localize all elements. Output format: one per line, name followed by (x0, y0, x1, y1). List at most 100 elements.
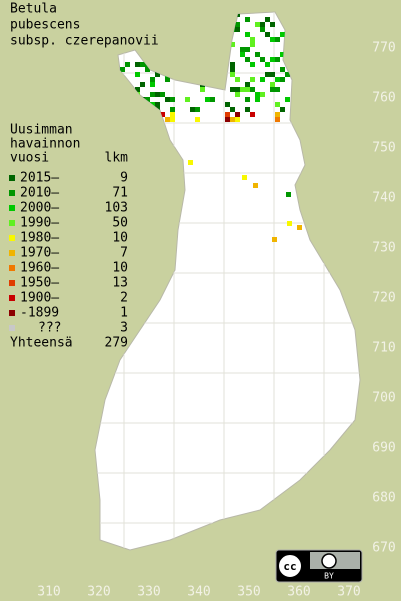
legend-label: ??? (38, 321, 61, 336)
observation (280, 67, 285, 72)
observation (250, 77, 255, 82)
observation (155, 72, 160, 77)
observation (190, 107, 195, 112)
legend-count: 50 (112, 216, 128, 231)
x-axis-label: 360 (287, 585, 310, 600)
x-axis-label: 310 (37, 585, 60, 600)
observation (195, 117, 200, 122)
observation (270, 72, 275, 77)
legend-count: 13 (112, 276, 128, 291)
observation (260, 27, 265, 32)
observation (225, 112, 230, 117)
legend-count: 3 (120, 321, 128, 336)
observation (280, 107, 285, 112)
observation (260, 92, 265, 97)
legend-count: 1 (120, 306, 128, 321)
observation (240, 87, 245, 92)
observation (160, 112, 165, 117)
legend-label: -1899 (20, 306, 59, 321)
legend-count: 2 (120, 291, 128, 306)
observation (280, 77, 285, 82)
observation (145, 97, 150, 102)
observation (270, 22, 275, 27)
observation (145, 67, 150, 72)
country-outline (94, 11, 361, 551)
observation (270, 82, 275, 87)
observation (155, 102, 160, 107)
observation (245, 97, 250, 102)
legend-count-header: lkm (105, 151, 129, 166)
observation (230, 62, 235, 67)
observation (235, 22, 240, 27)
legend-count: 9 (120, 171, 128, 186)
legend-header: vuosi (10, 151, 49, 166)
observation (205, 97, 210, 102)
x-axis-label: 320 (87, 585, 110, 600)
observation (135, 62, 140, 67)
observation (255, 97, 260, 102)
observation (275, 57, 280, 62)
legend-label: 2015– (20, 171, 59, 186)
observation (200, 87, 205, 92)
y-axis-label: 710 (372, 341, 395, 356)
observation (150, 92, 155, 97)
observation (255, 92, 260, 97)
observation (135, 87, 140, 92)
observation (280, 32, 285, 37)
observation (135, 72, 140, 77)
observation (235, 92, 240, 97)
observation (275, 37, 280, 42)
observation (170, 97, 175, 102)
observation (297, 225, 302, 230)
title-line: subsp. czerepanovii (10, 34, 159, 49)
observation (287, 221, 292, 226)
observation (255, 22, 260, 27)
x-axis-label: 370 (337, 585, 360, 600)
observation (275, 112, 280, 117)
observation (210, 97, 215, 102)
x-axis-label: 340 (187, 585, 210, 600)
observation (165, 77, 170, 82)
observation (150, 77, 155, 82)
observation (265, 62, 270, 67)
observation (140, 62, 145, 67)
observation (225, 102, 230, 107)
legend-swatch (9, 265, 15, 271)
observation (170, 117, 175, 122)
observation (188, 160, 193, 165)
observation (230, 67, 235, 72)
observation (235, 77, 240, 82)
legend-header: Uusimman (10, 123, 73, 138)
title-line: Betula (10, 2, 57, 17)
observation (260, 77, 265, 82)
observation (245, 17, 250, 22)
observation (250, 87, 255, 92)
legend-label: 2010– (20, 186, 59, 201)
legend-label: 1960– (20, 261, 59, 276)
observation (195, 107, 200, 112)
legend-swatch (9, 280, 15, 286)
license-logo: cc (283, 560, 296, 573)
observation (255, 52, 260, 57)
observation (245, 82, 250, 87)
legend-swatch (9, 310, 15, 316)
total-label: Yhteensä (10, 336, 73, 351)
observation (250, 37, 255, 42)
observation (270, 37, 275, 42)
observation (260, 22, 265, 27)
observation (253, 183, 258, 188)
observation (155, 92, 160, 97)
observation (275, 117, 280, 122)
y-axis-label: 690 (372, 441, 395, 456)
observation (235, 112, 240, 117)
observation (245, 47, 250, 52)
observation (170, 107, 175, 112)
observation (270, 87, 275, 92)
observation (185, 97, 190, 102)
observation (120, 67, 125, 72)
observation (125, 62, 130, 67)
y-axis-label: 720 (372, 291, 395, 306)
observation (235, 87, 240, 92)
observation (265, 72, 270, 77)
